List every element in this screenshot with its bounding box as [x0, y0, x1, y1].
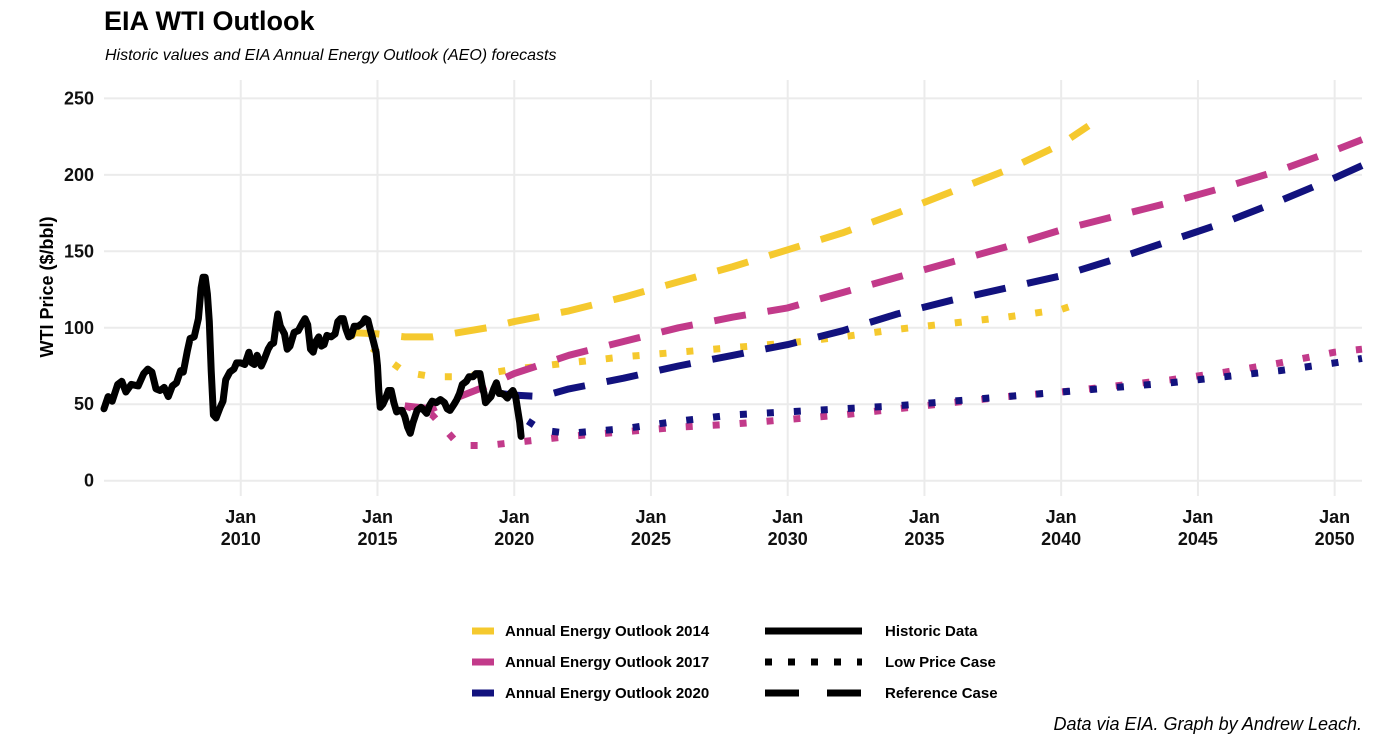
- y-tick-label: 150: [64, 241, 94, 261]
- y-tick-label: 200: [64, 165, 94, 185]
- x-tick-label: 2030: [768, 529, 808, 549]
- x-tick-label: 2010: [221, 529, 261, 549]
- series-line-aeo2020-ref: [500, 162, 1364, 401]
- y-tick-labels: 0 50 100 150 200 250: [64, 88, 94, 490]
- legend-label: Low Price Case: [885, 654, 996, 671]
- legend-label: Historic Data: [885, 623, 978, 640]
- x-tick-labels: Jan2010Jan2015Jan2020Jan2025Jan2030Jan20…: [221, 507, 1355, 549]
- y-tick-label: 0: [84, 471, 94, 491]
- x-tick-label: 2015: [357, 529, 397, 549]
- legend: Annual Energy Outlook 2014 Annual Energy …: [472, 623, 998, 702]
- legend-label: Annual Energy Outlook 2014: [505, 623, 710, 640]
- x-tick-label: Jan: [1182, 507, 1213, 527]
- chart-title: EIA WTI Outlook: [104, 6, 315, 36]
- x-tick-label: 2035: [904, 529, 944, 549]
- y-tick-label: 100: [64, 318, 94, 338]
- x-tick-label: Jan: [1046, 507, 1077, 527]
- x-tick-label: Jan: [225, 507, 256, 527]
- series-line-aeo2017-ref: [404, 136, 1364, 413]
- source-caption: Data via EIA. Graph by Andrew Leach.: [1053, 714, 1363, 734]
- x-tick-label: Jan: [362, 507, 393, 527]
- x-tick-label: 2025: [631, 529, 671, 549]
- x-tick-label: 2045: [1178, 529, 1218, 549]
- series-line-aeo2020-low: [525, 354, 1363, 437]
- series-line-historic: [100, 273, 525, 440]
- legend-label: Annual Energy Outlook 2020: [505, 685, 709, 702]
- series-line-aeo2014-ref: [347, 122, 1091, 341]
- legend-label: Annual Energy Outlook 2017: [505, 654, 709, 671]
- x-tick-label: Jan: [909, 507, 940, 527]
- x-tick-label: Jan: [772, 507, 803, 527]
- x-tick-label: Jan: [499, 507, 530, 527]
- x-tick-label: Jan: [635, 507, 666, 527]
- x-tick-label: 2040: [1041, 529, 1081, 549]
- chart-subtitle: Historic values and EIA Annual Energy Ou…: [105, 47, 557, 64]
- series-line-aeo2017-low: [403, 345, 1363, 449]
- y-tick-label: 250: [64, 88, 94, 108]
- x-tick-label: 2020: [494, 529, 534, 549]
- series-lines: [100, 122, 1364, 449]
- x-tick-label: 2050: [1315, 529, 1355, 549]
- y-axis-label: WTI Price ($/bbl): [37, 216, 57, 357]
- x-tick-label: Jan: [1319, 507, 1350, 527]
- series-line-aeo2014-low: [348, 301, 1076, 381]
- y-tick-label: 50: [74, 394, 94, 414]
- grid-lines: [104, 80, 1362, 496]
- legend-label: Reference Case: [885, 685, 998, 702]
